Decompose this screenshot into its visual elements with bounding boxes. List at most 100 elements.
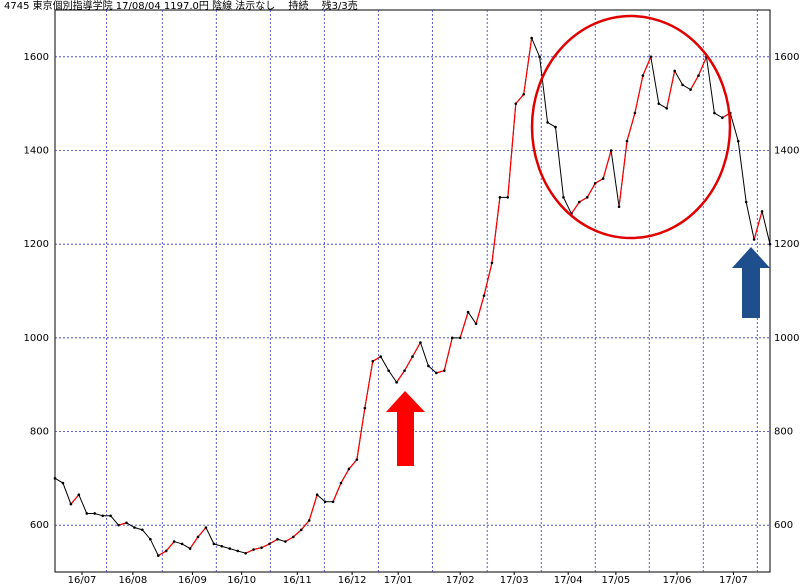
price-point <box>585 196 589 199</box>
rise-segment <box>666 70 676 109</box>
price-point <box>665 107 669 110</box>
rise-segment <box>340 468 350 484</box>
price-point <box>403 369 406 372</box>
x-tick-label: 17/05 <box>601 575 630 586</box>
price-point <box>196 535 200 539</box>
rise-segment <box>404 356 414 371</box>
price-point <box>307 519 311 522</box>
y-tick-label: 800 <box>30 427 49 438</box>
red-arrow <box>386 391 425 466</box>
rise-segment <box>269 538 278 545</box>
rise-segment <box>372 356 382 362</box>
price-point <box>125 521 128 525</box>
price-point <box>458 336 462 340</box>
price-point <box>641 74 645 77</box>
rise-segment <box>515 93 525 105</box>
price-point <box>149 537 152 541</box>
y2-tick-label: 600 <box>774 520 793 531</box>
price-point <box>609 149 613 152</box>
rise-segment <box>197 527 207 538</box>
y2-tick-label: 1400 <box>774 146 799 157</box>
price-point <box>411 355 414 358</box>
rise-segment <box>157 550 167 557</box>
rise-segment <box>579 196 588 203</box>
price-point <box>514 102 518 105</box>
y-tick-label: 1000 <box>24 333 49 344</box>
price-point <box>268 542 271 546</box>
rise-segment <box>443 337 453 371</box>
x-tick-label: 16/12 <box>338 575 367 586</box>
price-point <box>172 540 176 543</box>
y2-tick-label: 1000 <box>774 333 799 344</box>
rise-segment <box>411 342 421 357</box>
rise-segment <box>475 295 485 324</box>
price-point <box>546 121 549 124</box>
price-point <box>442 369 446 372</box>
rise-segment <box>253 547 262 551</box>
price-point <box>204 526 208 529</box>
price-point <box>768 242 772 246</box>
price-point <box>331 500 335 504</box>
price-point <box>482 294 486 297</box>
price-point <box>339 481 343 485</box>
price-point <box>371 359 375 363</box>
price-point <box>53 477 57 480</box>
price-point <box>323 500 327 504</box>
rise-segment <box>118 522 127 526</box>
price-point <box>133 526 136 529</box>
price-point <box>284 540 287 543</box>
blue-arrow <box>732 247 770 318</box>
price-point <box>697 74 700 77</box>
price-point <box>713 111 716 115</box>
price-point <box>673 69 676 73</box>
price-point <box>212 542 216 546</box>
y-tick-label: 1600 <box>24 52 49 63</box>
rise-segment <box>483 262 493 296</box>
price-point <box>69 502 73 506</box>
price-point <box>506 196 510 199</box>
price-point <box>395 381 398 384</box>
price-point <box>601 177 605 180</box>
price-point <box>419 341 422 344</box>
rise-segment <box>491 197 501 263</box>
rise-segment <box>332 482 342 502</box>
rise-segment <box>245 548 254 554</box>
price-point <box>625 139 629 143</box>
price-point <box>299 528 303 532</box>
rise-segment <box>292 529 302 538</box>
price-point <box>244 551 247 555</box>
price-point <box>363 406 367 410</box>
price-point <box>617 205 621 208</box>
rise-segment <box>189 536 199 549</box>
price-point <box>689 88 692 91</box>
y-tick-label: 1400 <box>24 146 49 157</box>
x-tick-label: 16/07 <box>68 575 97 586</box>
rise-segment <box>261 543 270 549</box>
rise-segment <box>348 459 358 470</box>
price-point <box>490 261 494 265</box>
price-point <box>252 548 255 551</box>
x-tick-label: 17/07 <box>719 575 748 586</box>
rise-segment <box>626 112 636 142</box>
price-point <box>220 544 224 548</box>
rise-segment <box>586 182 596 198</box>
price-point <box>736 139 740 143</box>
price-point <box>760 210 764 213</box>
y2-tick-label: 1600 <box>774 52 799 63</box>
price-point <box>554 125 557 129</box>
price-point <box>681 83 684 87</box>
price-point <box>276 537 279 541</box>
price-point <box>538 55 541 59</box>
x-tick-label: 17/04 <box>554 575 583 586</box>
rise-segment <box>459 311 469 339</box>
x-tick-label: 17/01 <box>384 575 413 586</box>
price-point <box>61 481 65 485</box>
price-point <box>101 514 104 518</box>
rise-segment <box>70 494 80 505</box>
rise-segment <box>300 520 310 531</box>
rise-segment <box>642 56 652 76</box>
rise-segment <box>356 407 366 460</box>
rise-segment <box>308 494 318 521</box>
price-point <box>657 102 661 105</box>
